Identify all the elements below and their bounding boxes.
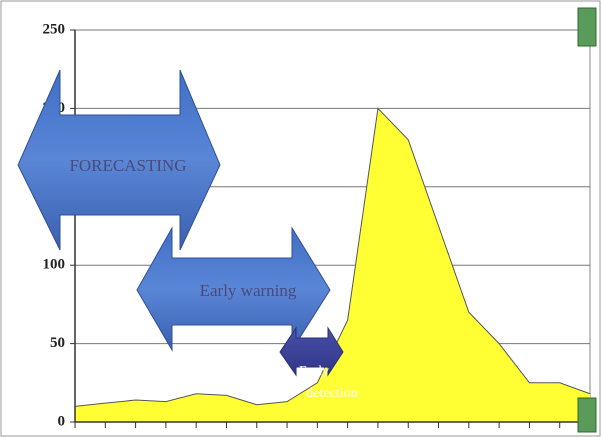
annotation: Early warning	[200, 281, 297, 300]
y-tick-label: 100	[43, 257, 66, 273]
early-warning-arrow	[136, 226, 331, 352]
y-tick-label: 0	[58, 413, 66, 429]
early-detection-arrow	[279, 326, 344, 377]
y-tick-label: 250	[43, 21, 66, 37]
scroll-bottom	[577, 397, 597, 433]
forecasting-arrow	[17, 69, 221, 251]
annotation: Early detection	[299, 364, 358, 401]
scroll-widgets	[577, 7, 597, 433]
annotation: FORECASTING	[69, 156, 186, 175]
arrows	[17, 69, 344, 377]
scroll-top	[577, 7, 597, 47]
area	[75, 108, 590, 423]
y-tick-label: 50	[50, 335, 65, 351]
